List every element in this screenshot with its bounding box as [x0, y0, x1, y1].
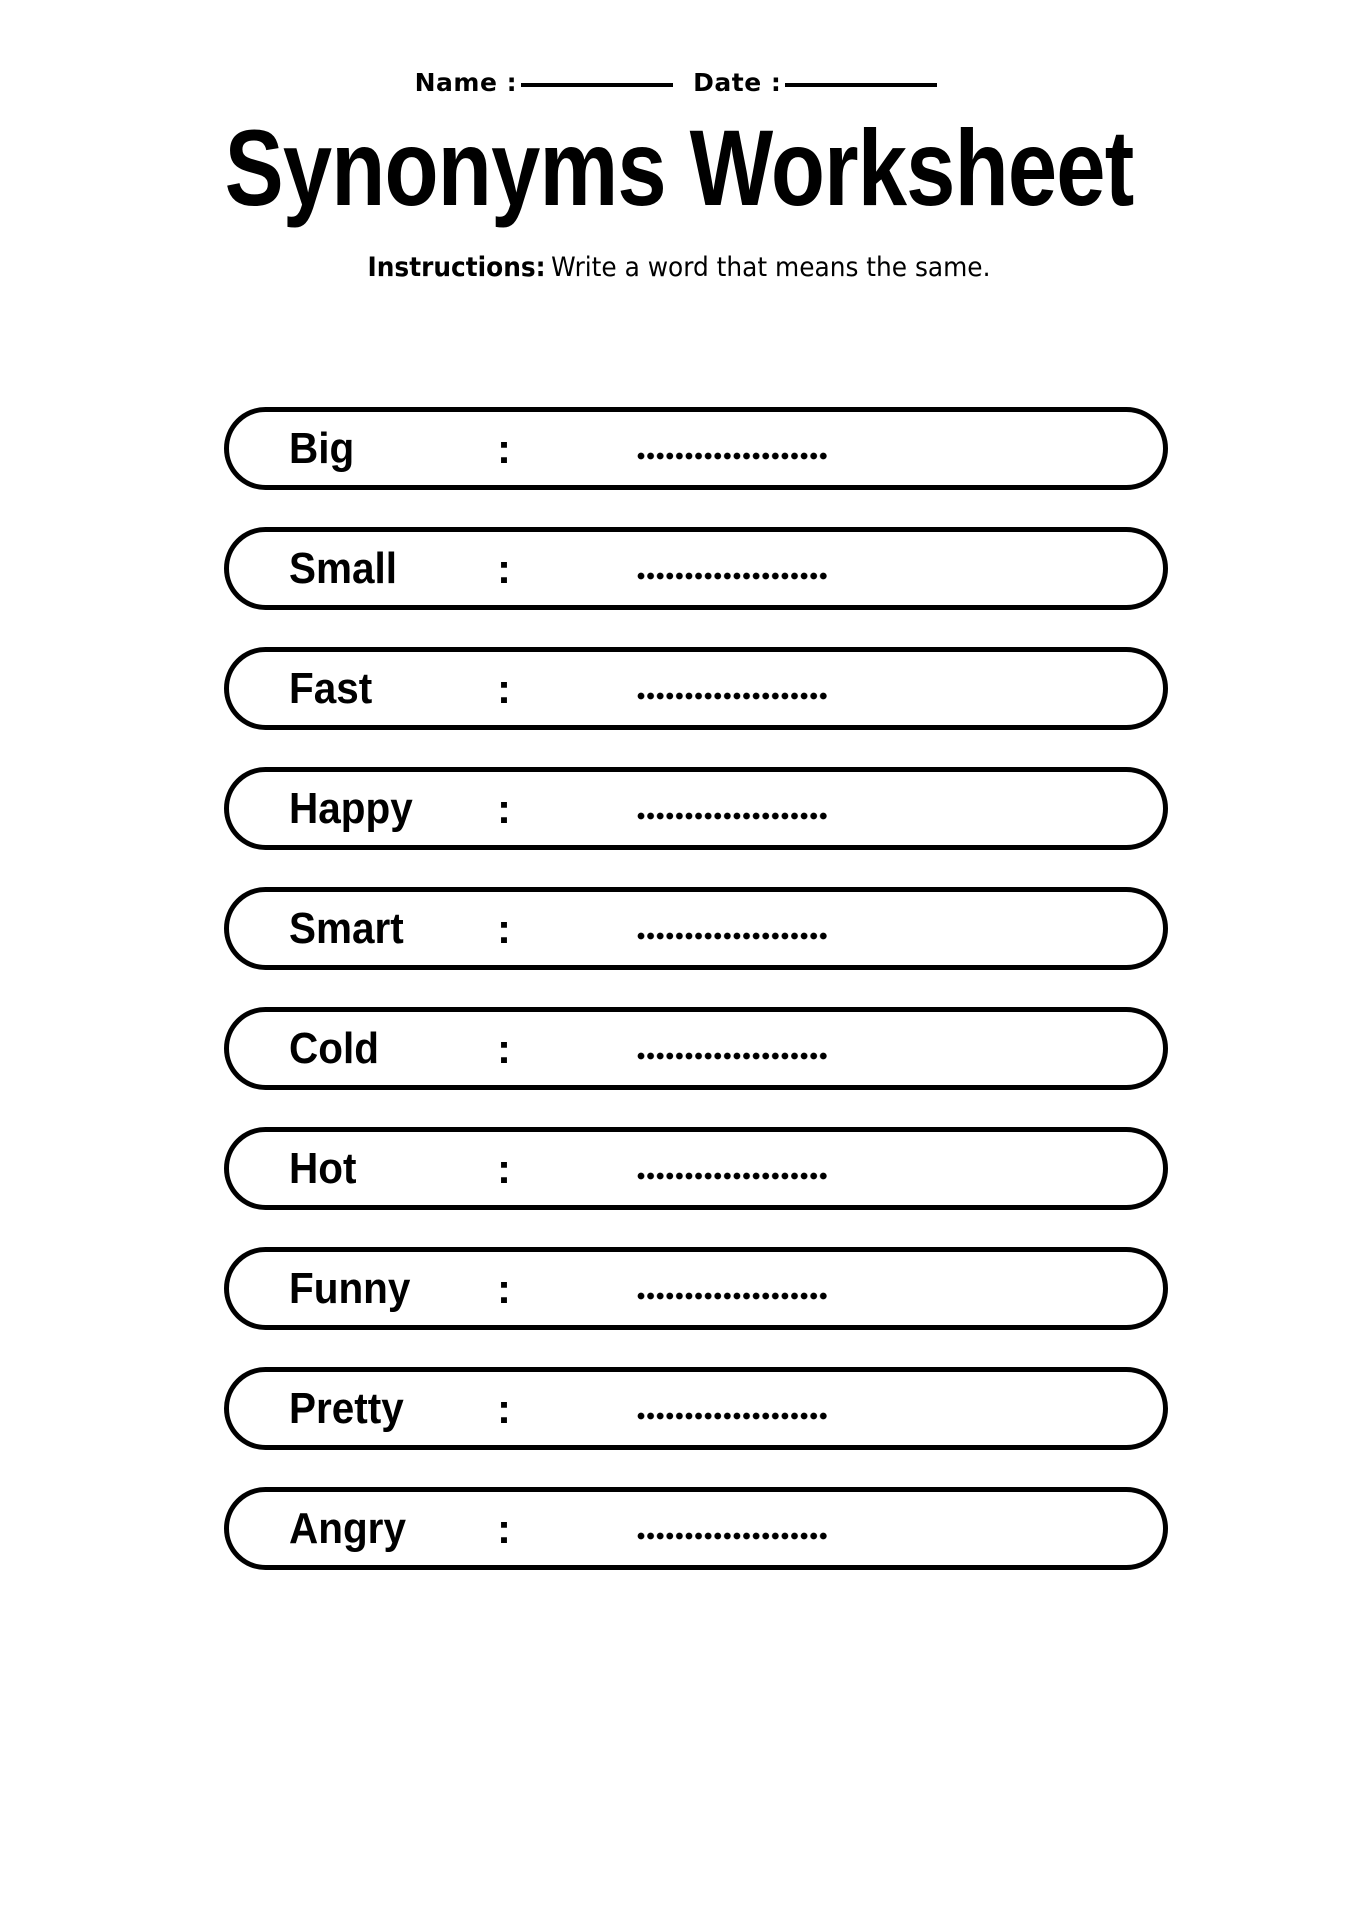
synonym-row[interactable]: Pretty :	[224, 1367, 1168, 1450]
prompt-word: Big	[289, 423, 355, 473]
synonym-row[interactable]: Cold :	[224, 1007, 1168, 1090]
colon-separator: :	[497, 1144, 511, 1192]
synonym-row[interactable]: Hot :	[224, 1127, 1168, 1210]
colon-separator: :	[497, 1024, 511, 1072]
answer-blank[interactable]	[637, 1012, 837, 1085]
answer-blank[interactable]	[637, 652, 837, 725]
prompt-word: Hot	[289, 1143, 357, 1193]
dotted-answer-line	[637, 1171, 827, 1180]
dotted-answer-line	[637, 811, 827, 820]
answer-blank[interactable]	[637, 532, 837, 605]
dotted-answer-line	[637, 451, 827, 460]
synonym-row[interactable]: Small :	[224, 527, 1168, 610]
colon-separator: :	[497, 904, 511, 952]
colon-separator: :	[497, 784, 511, 832]
dotted-answer-line	[637, 1291, 827, 1300]
date-write-in-line[interactable]	[785, 83, 938, 87]
answer-blank[interactable]	[637, 772, 837, 845]
synonym-row[interactable]: Smart :	[224, 887, 1168, 970]
prompt-word: Small	[289, 543, 397, 593]
date-label: Date :	[693, 68, 782, 97]
dotted-answer-line	[637, 1531, 827, 1540]
name-label: Name :	[414, 68, 518, 97]
synonym-row[interactable]: Happy :	[224, 767, 1168, 850]
dotted-answer-line	[637, 571, 827, 580]
name-write-in-line[interactable]	[521, 83, 674, 87]
synonym-row[interactable]: Fast :	[224, 647, 1168, 730]
answer-blank[interactable]	[637, 412, 837, 485]
synonym-row[interactable]: Funny :	[224, 1247, 1168, 1330]
dotted-answer-line	[637, 1411, 827, 1420]
answer-blank[interactable]	[637, 1252, 837, 1325]
dotted-answer-line	[637, 691, 827, 700]
colon-separator: :	[497, 424, 511, 472]
colon-separator: :	[497, 544, 511, 592]
colon-separator: :	[497, 1504, 511, 1552]
synonym-row[interactable]: Big :	[224, 407, 1168, 490]
prompt-word: Smart	[289, 903, 404, 953]
prompt-word: Happy	[289, 783, 413, 833]
instructions: Instructions: Write a word that means the…	[54, 252, 1303, 284]
answer-blank[interactable]	[637, 1132, 837, 1205]
dotted-answer-line	[637, 1051, 827, 1060]
instructions-label: Instructions:	[367, 252, 546, 283]
answer-blank[interactable]	[637, 1492, 837, 1565]
name-date-header: Name : Date :	[0, 68, 1358, 97]
prompt-word: Fast	[289, 663, 373, 713]
synonym-row-list: Big : Small : Fast : Happy : Smart : Col…	[224, 407, 1168, 1570]
dotted-answer-line	[637, 931, 827, 940]
answer-blank[interactable]	[637, 892, 837, 965]
colon-separator: :	[497, 1384, 511, 1432]
prompt-word: Cold	[289, 1023, 379, 1073]
answer-blank[interactable]	[637, 1372, 837, 1445]
page-title: Synonyms Worksheet	[224, 107, 1135, 228]
prompt-word: Angry	[289, 1503, 406, 1553]
colon-separator: :	[497, 1264, 511, 1312]
instructions-text: Write a word that means the same.	[551, 252, 991, 283]
prompt-word: Funny	[289, 1263, 411, 1313]
synonym-row[interactable]: Angry :	[224, 1487, 1168, 1570]
colon-separator: :	[497, 664, 511, 712]
prompt-word: Pretty	[289, 1383, 404, 1433]
